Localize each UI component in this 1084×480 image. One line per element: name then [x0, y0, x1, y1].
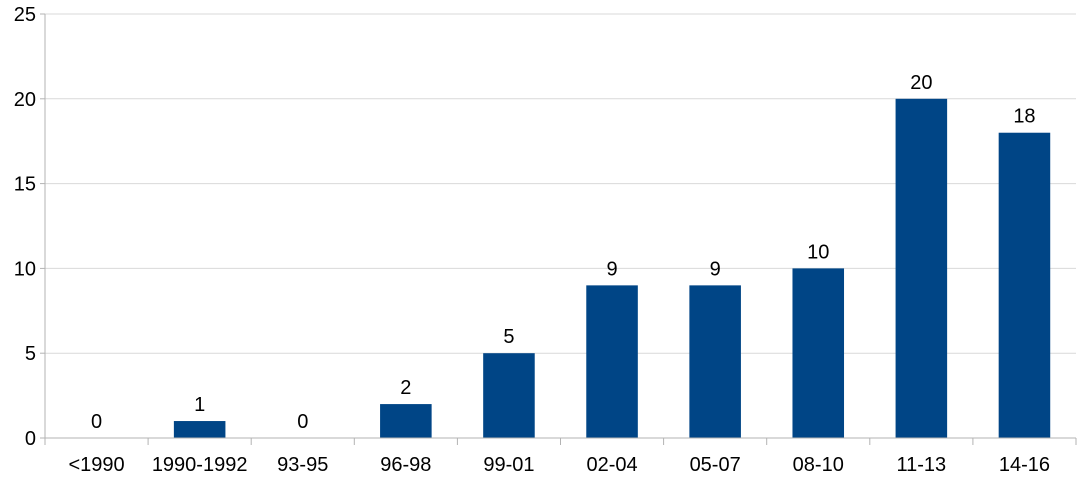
y-tick-label: 20: [14, 89, 36, 111]
bars: [173, 98, 1051, 439]
bar: [689, 285, 741, 438]
x-tick-label: 96-98: [380, 454, 431, 476]
x-tick-label: 99-01: [483, 454, 534, 476]
data-label: 18: [1013, 106, 1035, 128]
x-tick-label: 11-13: [897, 454, 947, 476]
x-axis-ticks: <1990 1990-1992 93-95 96-98 99-01 02-04 05-07 0…: [68, 454, 1050, 476]
y-tick-label: 10: [14, 258, 36, 280]
bar: [586, 285, 638, 438]
bar: [792, 268, 845, 438]
bar: [483, 353, 535, 438]
bar: [173, 421, 226, 438]
data-label: 20: [910, 72, 932, 94]
data-label: 0: [297, 411, 308, 433]
data-label: 10: [807, 241, 829, 263]
data-label: 9: [710, 258, 721, 280]
data-label: 2: [400, 377, 411, 399]
data-label: 1: [194, 394, 205, 416]
x-tick-label: 14-16: [999, 454, 1050, 476]
bar: [895, 98, 948, 439]
y-tick-label: 0: [25, 428, 36, 450]
bar: [998, 132, 1051, 438]
data-label: 9: [606, 258, 617, 280]
data-label: 5: [503, 326, 514, 348]
x-tick-label: 02-04: [586, 454, 637, 476]
x-tick-label: 93-95: [277, 454, 328, 476]
x-tick-label: 1990-1992: [152, 454, 248, 476]
x-tick-label: 08-10: [793, 454, 844, 476]
x-tick-label: <1990: [68, 454, 124, 476]
y-tick-label: 15: [14, 174, 36, 196]
x-tick-label: 05-07: [690, 454, 741, 476]
y-tick-label: 5: [25, 343, 36, 365]
bar: [380, 404, 432, 438]
axes: [40, 13, 1077, 445]
y-axis-ticks: 0 5 10 15 20 25: [14, 4, 36, 450]
data-label: 0: [91, 411, 102, 433]
y-tick-label: 25: [14, 4, 36, 26]
